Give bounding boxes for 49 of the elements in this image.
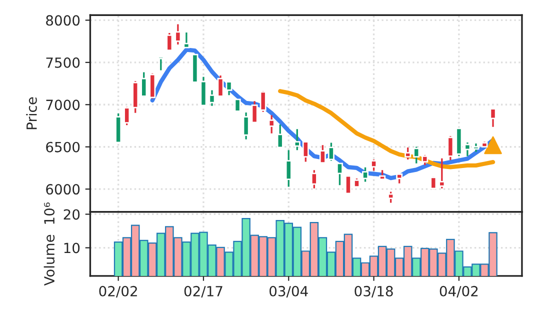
candlestick: [370, 158, 378, 172]
candlestick: [490, 108, 496, 128]
y-axis-title: Price: [26, 97, 37, 130]
candlestick: [464, 142, 471, 157]
candlestick: [200, 76, 207, 107]
x-tick-label: 03/18: [354, 286, 393, 298]
candlestick: [302, 140, 309, 163]
candlestick: [140, 71, 148, 98]
x-tick-label: 02/02: [99, 286, 137, 298]
y-tick-label: 7500: [46, 57, 80, 68]
candlestick: [294, 128, 300, 151]
candlestick: [208, 89, 216, 107]
candlestick: [328, 142, 334, 162]
candlestick: [362, 166, 369, 183]
candlestick: [268, 114, 275, 134]
line-series: [278, 89, 496, 170]
candlestick: [124, 106, 130, 126]
candlestick: [183, 32, 190, 49]
y-tick-label: 6000: [46, 184, 80, 195]
candlestick: [226, 80, 232, 96]
x-tick-label: 03/04: [270, 286, 308, 298]
candlestick: [336, 162, 343, 186]
candlestick: [217, 74, 224, 98]
x-tick-label: 02/17: [184, 286, 222, 298]
candlestick: [149, 72, 156, 100]
candlestick: [413, 146, 420, 164]
candlestick: [260, 90, 266, 113]
candlestick: [404, 146, 412, 160]
candlestick: [276, 124, 284, 149]
candlestick: [319, 144, 326, 164]
candlestick: [174, 23, 182, 46]
candlestick: [166, 32, 173, 52]
candlestick: [438, 158, 446, 190]
candlestick: [285, 149, 292, 188]
candlestick: [242, 112, 250, 140]
candlestick: [251, 100, 258, 124]
candlestick: [310, 169, 318, 190]
x-tick-label: 04/02: [440, 286, 478, 298]
candlestick: [422, 154, 428, 166]
y-tick-label: 6500: [46, 142, 80, 152]
y-tick-label: 20: [64, 209, 80, 220]
candlestick: [388, 190, 394, 204]
candlestick: [447, 135, 454, 161]
y-axis-title: Volume 10⁶: [44, 202, 55, 286]
candlestick: [379, 169, 386, 181]
y-tick-label: 8000: [46, 15, 80, 26]
candlestick: [158, 56, 164, 72]
y-tick-label: 10: [64, 242, 80, 254]
y-tick-label: 7000: [46, 100, 80, 110]
